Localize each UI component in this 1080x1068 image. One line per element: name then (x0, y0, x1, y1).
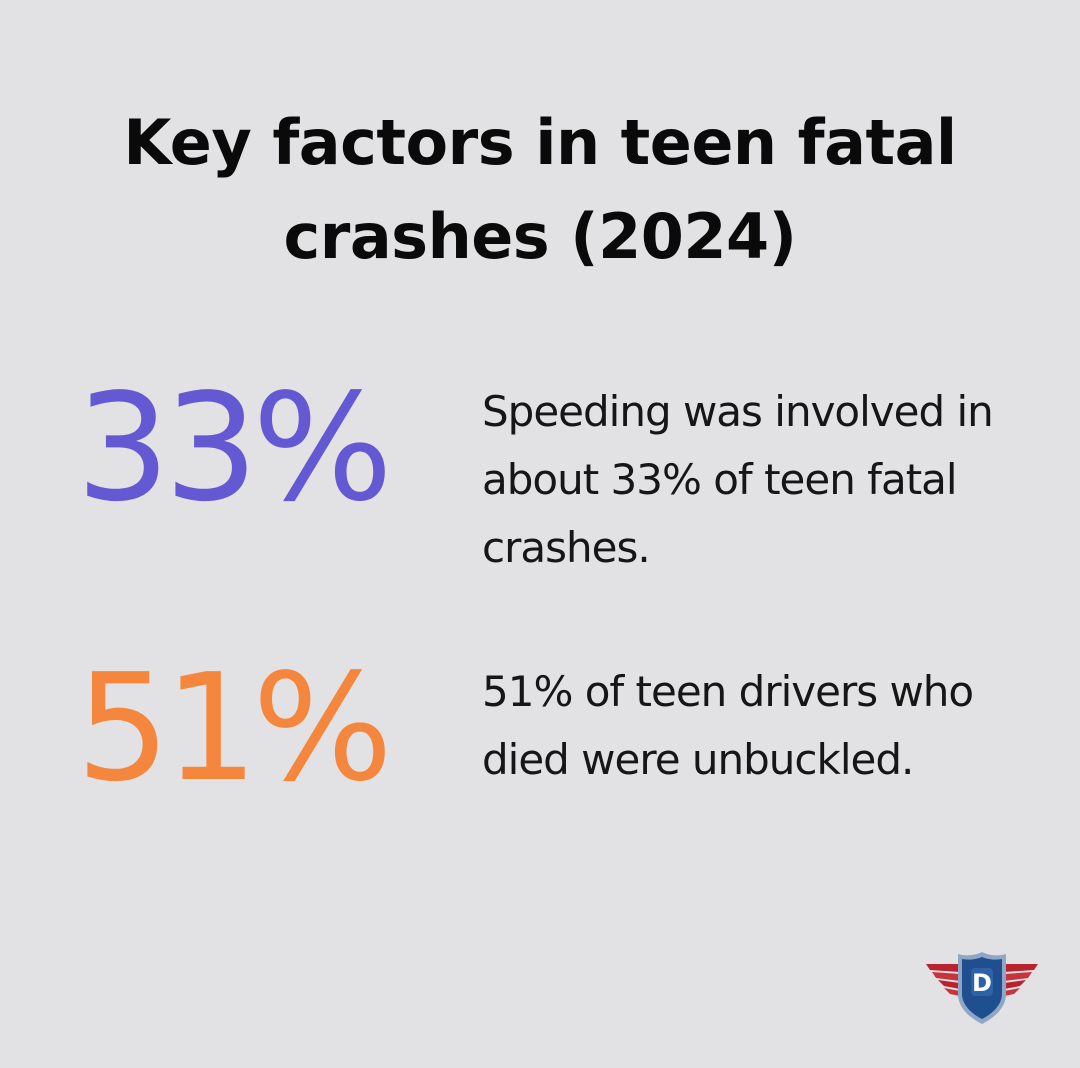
stat-description-unbuckled: 51% of teen drivers who died were unbuck… (482, 667, 974, 784)
right-wing-icon (1004, 964, 1038, 996)
left-wing-icon (926, 964, 960, 996)
page-title: Key factors in teen fatal crashes (2024) (123, 106, 957, 273)
stat-block-speeding: 33% Speeding was involved in about 33% o… (0, 368, 1080, 588)
stat-block-unbuckled: 51% 51% of teen drivers who died were un… (0, 648, 1080, 868)
winged-shield-logo-icon: D (926, 952, 1038, 1024)
logo-letter: D (972, 969, 992, 997)
stat-description-speeding: Speeding was involved in about 33% of te… (482, 387, 994, 572)
stat-value-speeding: 33% (76, 362, 393, 534)
stat-value-unbuckled: 51% (76, 642, 393, 814)
